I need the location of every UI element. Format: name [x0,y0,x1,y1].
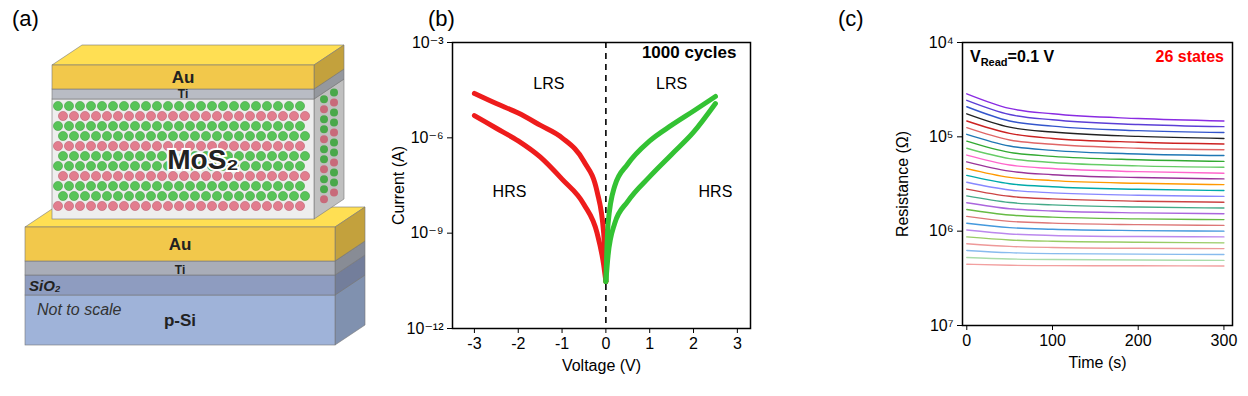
svg-text:200: 200 [1125,332,1152,349]
svg-text:Not to scale: Not to scale [37,301,122,318]
svg-text:-3: -3 [467,335,481,352]
svg-text:MoS₂: MoS₂ [167,144,239,175]
svg-text:Au: Au [169,235,192,254]
html-text:VRead=0.1 V: VRead=0.1 V [970,48,1055,69]
svg-text:10⁵: 10⁵ [929,128,953,145]
svg-text:HRS: HRS [493,183,527,200]
svg-text:300: 300 [1211,332,1238,349]
svg-text:0: 0 [962,332,971,349]
svg-text:Ti: Ti [175,263,185,277]
svg-text:LRS: LRS [533,75,564,92]
html-text:(a): (a) [12,6,39,31]
svg-text:HRS: HRS [699,183,733,200]
svg-text:Time (s): Time (s) [1068,354,1126,371]
svg-text:10⁶: 10⁶ [929,222,953,239]
svg-text:10⁻⁶: 10⁻⁶ [411,129,444,146]
svg-text:Ti: Ti [178,87,188,101]
svg-text:2: 2 [689,335,698,352]
svg-text:10⁻³: 10⁻³ [412,34,444,51]
svg-text:Voltage (V): Voltage (V) [562,357,641,374]
svg-text:SiO₂: SiO₂ [29,277,61,294]
html-text:(c): (c) [838,6,864,31]
svg-text:p-Si: p-Si [164,311,196,330]
svg-text:3: 3 [733,335,742,352]
svg-text:Current (A): Current (A) [390,146,407,225]
svg-text:1: 1 [645,335,654,352]
svg-text:LRS: LRS [656,75,687,92]
svg-text:-1: -1 [555,335,569,352]
svg-text:100: 100 [1039,332,1066,349]
svg-text:10⁻⁹: 10⁻⁹ [410,224,443,241]
svg-text:10⁴: 10⁴ [929,34,954,51]
svg-text:1000 cycles: 1000 cycles [642,43,737,62]
html-text:(b): (b) [428,6,455,31]
svg-text:Au: Au [172,68,195,87]
svg-text:10⁷: 10⁷ [930,317,954,334]
svg-text:Resistance (Ω): Resistance (Ω) [894,131,911,237]
html-text:26 states: 26 states [1155,48,1224,65]
svg-text:10⁻¹²: 10⁻¹² [407,320,445,337]
svg-text:-2: -2 [511,335,525,352]
svg-text:0: 0 [601,335,610,352]
